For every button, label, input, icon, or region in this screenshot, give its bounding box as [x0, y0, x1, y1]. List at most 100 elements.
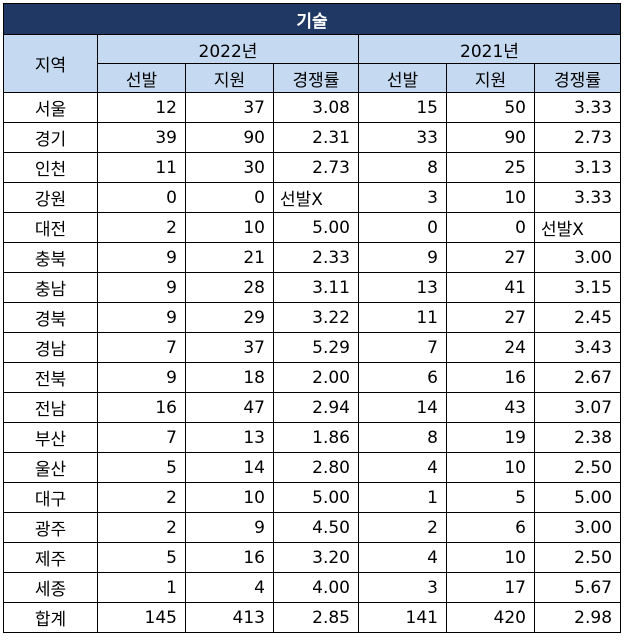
year-2021-header: 2021년 [357, 34, 622, 64]
ratio-cell-y2022: 5.29 [273, 332, 359, 363]
ratio-cell-y2021: 2.50 [533, 542, 622, 573]
region-header: 지역 [3, 34, 98, 93]
ratio-cell-y2021: 2.98 [533, 602, 622, 633]
applied-cell-y2022: 37 [185, 332, 274, 363]
applied-cell-y2021: 10 [446, 542, 535, 573]
ratio-cell-y2022: 3.20 [273, 542, 359, 573]
selected-cell-y2022: 9 [97, 302, 186, 333]
selected-cell-y2022: 2 [97, 212, 186, 243]
table-row: 경북 9 29 3.22 11 27 2.45 [3, 302, 622, 333]
ratio-cell-y2021: 2.38 [533, 422, 622, 453]
region-cell: 경남 [3, 332, 98, 363]
region-cell: 충남 [3, 272, 98, 303]
selected-cell-y2022: 5 [97, 452, 186, 483]
selected-cell-y2022: 9 [97, 242, 186, 273]
selected-cell-y2022: 2 [97, 482, 186, 513]
ratio-cell-y2021: 2.73 [533, 122, 622, 153]
table-row: 경기 39 90 2.31 33 90 2.73 [3, 122, 622, 153]
applied-cell-y2021: 27 [446, 242, 535, 273]
region-cell: 전남 [3, 392, 98, 423]
ratio-cell-y2021: 3.43 [533, 332, 622, 363]
selected-cell-y2022: 11 [97, 152, 186, 183]
year-2022-header: 2022년 [97, 34, 359, 64]
selected-cell-y2021: 1 [358, 482, 447, 513]
applied-cell-y2022: 10 [185, 212, 274, 243]
ratio-cell-y2022: 4.50 [273, 512, 359, 543]
region-cell: 경북 [3, 302, 98, 333]
ratio-cell-y2022: 2.00 [273, 362, 359, 393]
applied-cell-y2022: 9 [185, 512, 274, 543]
table-row: 전북 9 18 2.00 6 16 2.67 [3, 362, 622, 393]
region-cell: 합계 [3, 602, 98, 633]
applied-cell-y2022: 0 [185, 182, 274, 213]
applied-cell-y2022: 10 [185, 482, 274, 513]
selected-cell-y2021: 6 [358, 362, 447, 393]
applied-header-2021: 지원 [446, 63, 535, 93]
ratio-cell-y2021: 2.45 [533, 302, 622, 333]
ratio-cell-y2021: 5.67 [533, 572, 622, 603]
ratio-cell-y2022: 2.94 [273, 392, 359, 423]
selected-cell-y2022: 7 [97, 332, 186, 363]
selected-cell-y2022: 5 [97, 542, 186, 573]
table-row: 서울 12 37 3.08 15 50 3.33 [3, 92, 622, 123]
region-cell: 울산 [3, 452, 98, 483]
applied-cell-y2022: 90 [185, 122, 274, 153]
selected-cell-y2021: 7 [358, 332, 447, 363]
applied-cell-y2021: 27 [446, 302, 535, 333]
applied-cell-y2021: 41 [446, 272, 535, 303]
table-row: 인천 11 30 2.73 8 25 3.13 [3, 152, 622, 183]
applied-cell-y2021: 0 [446, 212, 535, 243]
table-row: 울산 5 14 2.80 4 10 2.50 [3, 452, 622, 483]
applied-cell-y2021: 10 [446, 182, 535, 213]
table-row: 전남 16 47 2.94 14 43 3.07 [3, 392, 622, 423]
ratio-cell-y2021: 3.13 [533, 152, 622, 183]
table-row: 광주 2 9 4.50 2 6 3.00 [3, 512, 622, 543]
selected-cell-y2021: 8 [358, 422, 447, 453]
applied-cell-y2022: 16 [185, 542, 274, 573]
applied-cell-y2022: 21 [185, 242, 274, 273]
table-body: 서울 12 37 3.08 15 50 3.33 경기 39 90 2.31 33 90 2.73 인천 11… [3, 92, 622, 633]
selected-cell-y2021: 0 [358, 212, 447, 243]
applied-cell-y2021: 17 [446, 572, 535, 603]
applied-cell-y2021: 16 [446, 362, 535, 393]
ratio-cell-y2022: 2.73 [273, 152, 359, 183]
selected-cell-y2022: 39 [97, 122, 186, 153]
table-row: 경남 7 37 5.29 7 24 3.43 [3, 332, 622, 363]
applied-cell-y2021: 420 [446, 602, 535, 633]
ratio-cell-y2021: 선발X [533, 212, 622, 243]
table-title: 기술 [2, 3, 622, 35]
table-row: 부산 7 13 1.86 8 19 2.38 [3, 422, 622, 453]
selected-cell-y2022: 12 [97, 92, 186, 123]
table-row: 합계 145 413 2.85 141 420 2.98 [3, 602, 622, 633]
ratio-header-2021: 경쟁률 [533, 63, 622, 93]
ratio-cell-y2021: 3.07 [533, 392, 622, 423]
applied-header-2022: 지원 [185, 63, 274, 93]
ratio-cell-y2022: 선발X [273, 182, 359, 213]
ratio-cell-y2022: 3.22 [273, 302, 359, 333]
ratio-cell-y2021: 3.33 [533, 182, 622, 213]
ratio-cell-y2022: 2.85 [273, 602, 359, 633]
applied-cell-y2021: 10 [446, 452, 535, 483]
applied-cell-y2022: 18 [185, 362, 274, 393]
region-cell: 충북 [3, 242, 98, 273]
region-cell: 서울 [3, 92, 98, 123]
region-cell: 대구 [3, 482, 98, 513]
table-row: 강원 0 0 선발X 3 10 3.33 [3, 182, 622, 213]
ratio-cell-y2021: 3.33 [533, 92, 622, 123]
region-cell: 강원 [3, 182, 98, 213]
ratio-cell-y2021: 2.50 [533, 452, 622, 483]
region-cell: 대전 [3, 212, 98, 243]
applied-cell-y2022: 14 [185, 452, 274, 483]
selected-cell-y2022: 7 [97, 422, 186, 453]
applied-cell-y2021: 90 [446, 122, 535, 153]
table-row: 대전 2 10 5.00 0 0 선발X [3, 212, 622, 243]
ratio-cell-y2021: 3.15 [533, 272, 622, 303]
region-cell: 세종 [3, 572, 98, 603]
region-cell: 제주 [3, 542, 98, 573]
selected-cell-y2021: 4 [358, 542, 447, 573]
ratio-header-2022: 경쟁률 [273, 63, 359, 93]
ratio-cell-y2022: 2.80 [273, 452, 359, 483]
region-cell: 광주 [3, 512, 98, 543]
applied-cell-y2022: 47 [185, 392, 274, 423]
table-row: 세종 1 4 4.00 3 17 5.67 [3, 572, 622, 603]
